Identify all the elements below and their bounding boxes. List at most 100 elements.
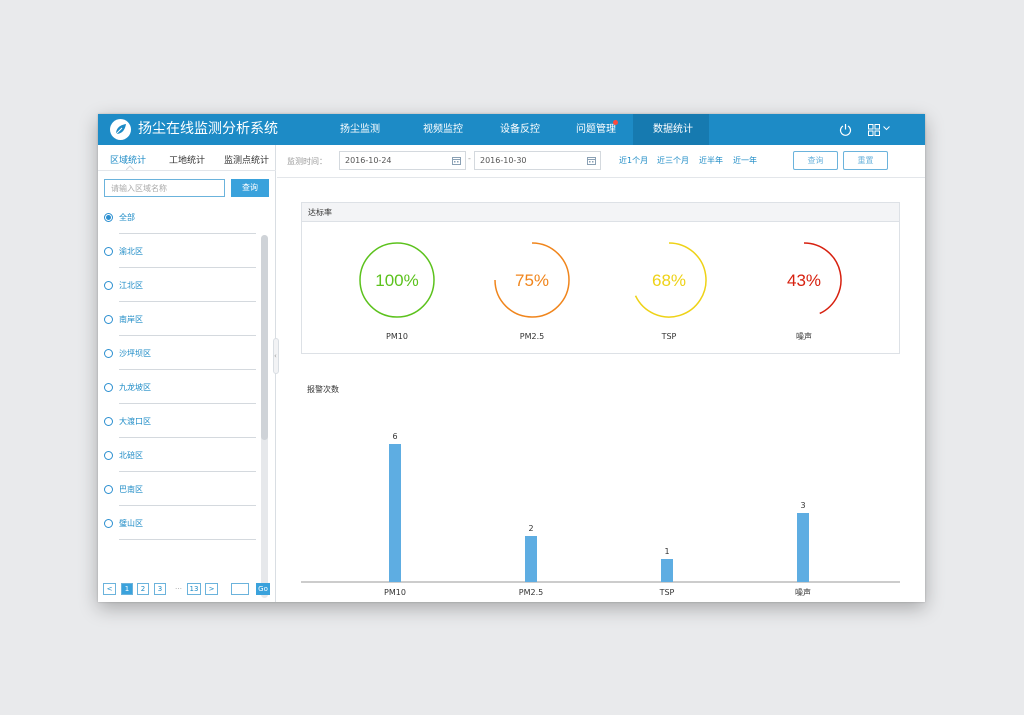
gauge-arc <box>634 242 707 318</box>
app-title: 扬尘在线监测分析系统 <box>138 121 278 137</box>
region-radio[interactable] <box>104 383 113 392</box>
region-item[interactable]: 全部 <box>104 209 256 243</box>
calendar-icon[interactable] <box>587 156 596 165</box>
region-radio[interactable] <box>104 451 113 460</box>
nav-video-monitoring[interactable]: 视频监控 <box>423 124 463 135</box>
x-tick-label: PM2.5 <box>519 588 543 597</box>
alarm-chart-title: 报警次数 <box>307 385 339 394</box>
region-search-input[interactable] <box>104 179 225 197</box>
reset-button[interactable]: 重置 <box>843 151 888 170</box>
power-icon[interactable] <box>839 123 852 136</box>
region-radio[interactable] <box>104 349 113 358</box>
bar-value-label: 3 <box>800 501 805 510</box>
region-label: 全部 <box>119 213 135 222</box>
region-item[interactable]: 南岸区 <box>104 311 256 345</box>
gauge-name-label: PM10 <box>386 332 408 341</box>
query-button[interactable]: 查询 <box>793 151 838 170</box>
main-content: 监测时间： 2016-10-24 - 2016-10-30 近1个月 近三个月 … <box>277 145 925 602</box>
region-label: 九龙坡区 <box>119 383 151 392</box>
gauge-name-label: PM2.5 <box>520 332 544 341</box>
region-divider <box>119 539 256 540</box>
tab-divider <box>98 170 276 171</box>
region-radio[interactable] <box>104 519 113 528</box>
region-item[interactable]: 江北区 <box>104 277 256 311</box>
gauge-name-label: TSP <box>661 332 677 341</box>
quick-range-3-months[interactable]: 近三个月 <box>657 156 689 165</box>
tab-monitor-point-stats[interactable]: 监测点统计 <box>224 156 270 166</box>
page-go-button[interactable]: Go <box>256 583 270 595</box>
monitor-time-label: 监测时间： <box>287 157 327 166</box>
gauge-percent-label: 43% <box>787 271 821 290</box>
leaf-logo-icon <box>115 124 126 135</box>
filter-divider <box>277 177 925 178</box>
quick-range-1-year[interactable]: 近一年 <box>733 156 757 165</box>
region-label: 沙坪坝区 <box>119 349 151 358</box>
radio-selected-dot <box>106 215 111 220</box>
page-2-button[interactable]: 2 <box>137 583 149 595</box>
compliance-panel-title: 达标率 <box>308 208 332 217</box>
gauge-percent-label: 68% <box>652 271 686 290</box>
region-radio[interactable] <box>104 485 113 494</box>
page-prev-button[interactable]: < <box>103 583 116 595</box>
region-item[interactable]: 九龙坡区 <box>104 379 256 413</box>
quick-range-1-month[interactable]: 近1个月 <box>619 156 649 165</box>
apps-grid-icon[interactable] <box>868 124 880 136</box>
region-label: 巴南区 <box>119 485 143 494</box>
region-divider <box>119 335 256 336</box>
bar <box>797 513 809 582</box>
region-item[interactable]: 璧山区 <box>104 515 256 549</box>
nav-issue-management[interactable]: 问题管理 <box>576 124 616 135</box>
gauge-percent-label: 100% <box>375 271 418 290</box>
region-item[interactable]: 沙坪坝区 <box>104 345 256 379</box>
region-item[interactable]: 巴南区 <box>104 481 256 515</box>
page-jump-input[interactable] <box>231 583 249 595</box>
bar-value-label: 6 <box>392 432 397 441</box>
region-item[interactable]: 渝北区 <box>104 243 256 277</box>
region-radio[interactable] <box>104 213 113 222</box>
sidebar-collapse-handle[interactable]: ‹ <box>273 338 279 374</box>
x-tick-label: PM10 <box>384 588 406 597</box>
nav-dust-monitoring[interactable]: 扬尘监测 <box>340 124 380 135</box>
x-tick-label: 噪声 <box>795 587 811 597</box>
region-label: 北碚区 <box>119 451 143 460</box>
region-divider <box>119 505 256 506</box>
nav-data-statistics[interactable]: 数据统计 <box>633 114 709 145</box>
region-radio[interactable] <box>104 315 113 324</box>
region-search-button[interactable]: 查询 <box>231 179 269 197</box>
start-date-field[interactable]: 2016-10-24 <box>339 151 466 170</box>
nav-device-control[interactable]: 设备反控 <box>500 124 540 135</box>
region-divider <box>119 267 256 268</box>
region-divider <box>119 233 256 234</box>
tab-region-stats[interactable]: 区域统计 <box>110 156 147 166</box>
page-last-button[interactable]: 13 <box>187 583 201 595</box>
gauge-percent-label: 75% <box>515 271 549 290</box>
region-label: 渝北区 <box>119 247 143 256</box>
region-item[interactable]: 北碚区 <box>104 447 256 481</box>
scrollbar-thumb[interactable] <box>261 235 268 440</box>
end-date-value: 2016-10-30 <box>480 156 527 165</box>
end-date-field[interactable]: 2016-10-30 <box>474 151 601 170</box>
x-tick-label: TSP <box>659 588 675 597</box>
tab-site-stats[interactable]: 工地统计 <box>169 156 206 166</box>
region-radio[interactable] <box>104 281 113 290</box>
region-radio[interactable] <box>104 417 113 426</box>
start-date-value: 2016-10-24 <box>345 156 392 165</box>
gauge-arc <box>359 242 435 318</box>
region-label: 大渡口区 <box>119 417 151 426</box>
date-separator: - <box>468 154 471 163</box>
page-next-button[interactable]: > <box>205 583 218 595</box>
region-item[interactable]: 大渡口区 <box>104 413 256 447</box>
chevron-down-icon[interactable] <box>883 126 890 131</box>
page-3-button[interactable]: 3 <box>154 583 166 595</box>
bar <box>389 444 401 582</box>
gauge-arc <box>494 242 570 318</box>
app-window: 扬尘在线监测分析系统 扬尘监测 视频监控 设备反控 问题管理 数据统计 区域统计… <box>98 114 925 602</box>
region-radio[interactable] <box>104 247 113 256</box>
region-divider <box>119 369 256 370</box>
page-ellipsis: … <box>175 583 182 591</box>
calendar-icon[interactable] <box>452 156 461 165</box>
sidebar: 区域统计 工地统计 监测点统计 查询 全部渝北区江北区南岸区沙坪坝区九龙坡区大渡… <box>98 145 276 602</box>
page-1-button[interactable]: 1 <box>121 583 133 595</box>
active-tab-caret-icon <box>126 165 134 170</box>
quick-range-half-year[interactable]: 近半年 <box>699 156 723 165</box>
